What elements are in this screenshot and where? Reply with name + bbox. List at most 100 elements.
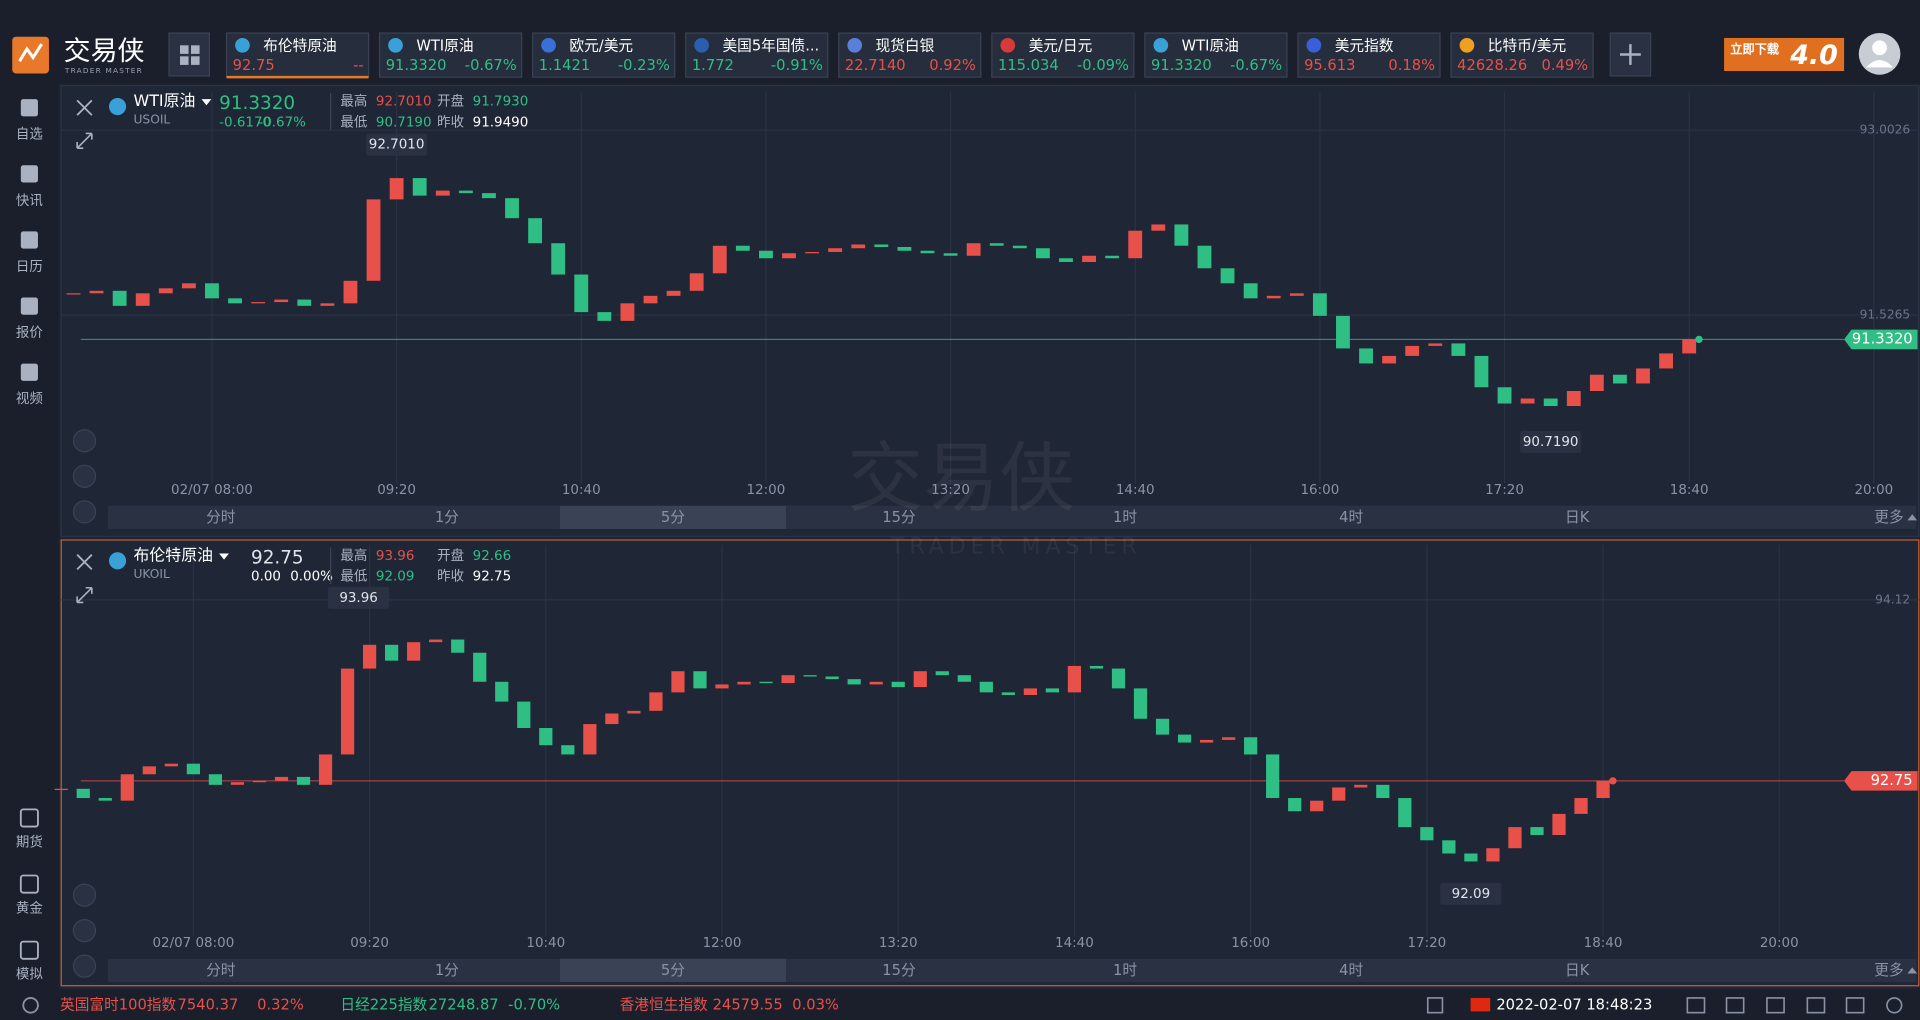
extreme-label: 92.09 [1452,887,1491,902]
symbol-name[interactable]: WTI原油 [133,91,195,110]
close-button[interactable] [76,99,93,116]
sidebar-icon[interactable] [20,99,38,117]
expand-button[interactable] [76,586,93,604]
pulse-dot [1695,335,1703,344]
period-tab[interactable]: 日K [1565,509,1590,526]
panels: 02/07 08:00 09:20 10:40 12:00 13:20 14:40 16:0… [54,85,1920,987]
candle [66,293,81,295]
ticker-card[interactable] [532,32,676,78]
candle [340,668,355,755]
sidebar-label[interactable]: 日历 [16,260,43,275]
candle [828,248,843,252]
sidebar-icon[interactable] [20,165,38,183]
sidebar-icon[interactable] [19,940,39,960]
sidebar-icon[interactable] [19,808,39,828]
ticker-card[interactable] [838,32,982,78]
layout-button[interactable] [168,32,210,77]
index-name[interactable]: 香港恒生指数 [620,996,708,1013]
sidebar-label[interactable]: 视频 [16,391,43,407]
tool-button[interactable] [72,429,97,453]
candle [1289,293,1304,296]
period-tab[interactable]: 15分 [882,962,916,979]
tool-icon[interactable] [1766,997,1785,1014]
headset-icon[interactable] [22,997,39,1014]
candle [874,244,889,247]
sidebar-label[interactable]: 快讯 [16,193,43,209]
sidebar-icon[interactable] [20,363,38,381]
candle [54,788,68,791]
period-tab[interactable]: 1时 [1113,962,1137,979]
dropdown-arrow[interactable] [219,553,229,560]
period-tab[interactable]: 日K [1565,962,1590,979]
expand-button[interactable] [76,132,93,149]
x-tick-label: 17:20 [1407,936,1446,951]
tool-button[interactable] [72,883,97,907]
ticker-card[interactable] [1144,32,1288,78]
period-tab[interactable]: 4时 [1339,509,1363,526]
candle [1128,230,1143,259]
period-tab[interactable]: 15分 [882,509,916,526]
ticker-card[interactable] [225,32,370,78]
period-tab[interactable]: 分时 [206,509,236,526]
price-change-pct: -0.67% [258,115,306,130]
sidebar-icon[interactable] [20,231,38,249]
sidebar-icon[interactable] [20,297,38,315]
candle [1197,245,1212,269]
ticker-card[interactable] [1297,32,1441,78]
index-name[interactable]: 英国富时100指数 [60,995,176,1013]
watermark-sub: TRADER MASTER [890,534,1142,559]
promo-version: 4.0 [1789,40,1838,71]
period-tab[interactable]: 1分 [435,509,459,526]
ticker-card[interactable] [378,32,523,78]
last-price-label: 91.3320 [1852,330,1913,347]
stat-label: 最低 [340,114,367,130]
x-tick-label: 20:00 [1760,936,1799,951]
candle [1552,813,1566,836]
candle [913,671,927,688]
tool-icon[interactable] [1845,997,1865,1014]
candle [451,639,465,653]
candle [1530,827,1544,836]
ticker-card[interactable] [991,32,1135,78]
tool-button[interactable] [72,500,97,524]
candle [597,312,612,321]
candle [1596,780,1610,799]
tool-button[interactable] [72,918,97,943]
period-tab[interactable]: 分时 [206,962,236,979]
tool-icon[interactable] [1886,997,1903,1014]
candle [1082,255,1096,263]
period-tab[interactable]: 5分 [661,962,685,979]
sidebar-label[interactable]: 自选 [16,127,43,143]
ticker-card[interactable] [1450,32,1594,78]
tool-button[interactable] [72,954,97,978]
close-button[interactable] [76,554,93,571]
sidebar-label[interactable]: 报价 [16,325,43,341]
dropdown-arrow[interactable] [201,99,212,106]
candle [385,644,399,661]
promo-banner[interactable] [1724,37,1845,72]
period-tab[interactable]: 更多 [1874,509,1903,526]
candle [1012,245,1027,249]
sidebar-label[interactable]: 模拟 [16,967,43,983]
period-tab[interactable]: 5分 [661,509,685,526]
period-tab[interactable]: 更多 [1874,962,1903,979]
ticker-icon [1153,37,1169,53]
promo-text: 立即下载 [1730,42,1780,57]
symbol-name[interactable]: 布伦特原油 [133,545,213,564]
sidebar-icon[interactable] [19,874,39,894]
tool-icon[interactable] [1426,997,1444,1014]
tool-icon[interactable] [1686,997,1706,1014]
period-tab[interactable]: 1时 [1113,509,1137,526]
tool-button[interactable] [72,464,97,488]
period-tab[interactable]: 1分 [435,962,459,979]
period-tab[interactable]: 4时 [1339,962,1363,979]
ticker-price: 115.034 [998,57,1059,74]
tool-icon[interactable] [1806,997,1826,1014]
sidebar-label[interactable]: 期货 [16,833,43,850]
sidebar-label[interactable]: 黄金 [16,901,43,917]
candle [407,642,421,661]
candle [1222,737,1236,740]
index-name[interactable]: 日经225指数 [340,996,427,1013]
ticker-card[interactable] [685,32,829,78]
tool-icon[interactable] [1725,997,1745,1014]
